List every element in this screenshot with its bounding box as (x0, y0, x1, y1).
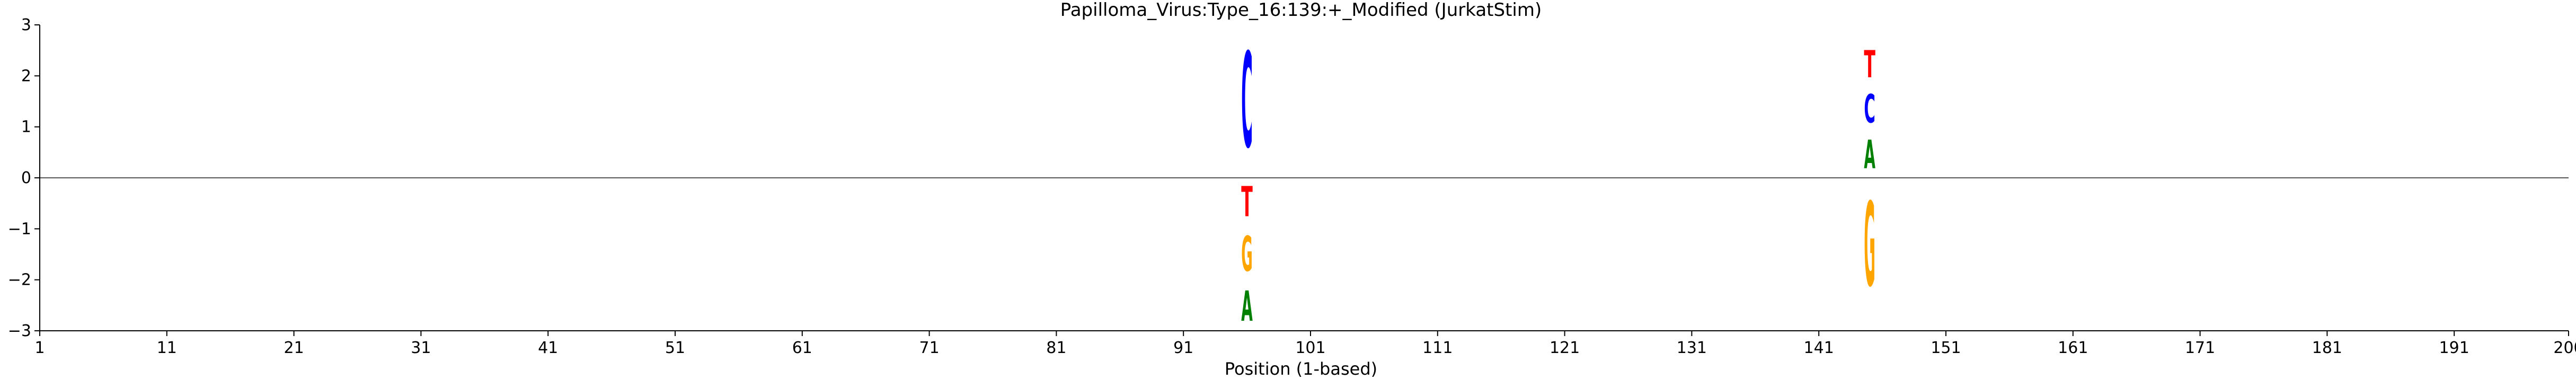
y-tick-label: 0 (21, 169, 31, 187)
logo-letter-g: G (1864, 178, 1875, 313)
x-tick-label: 71 (919, 339, 939, 357)
y-tick-label: 3 (21, 16, 31, 34)
x-tick-label: 131 (1677, 339, 1707, 357)
x-tick-label: 111 (1422, 339, 1453, 357)
y-tick-label: −3 (8, 322, 31, 340)
x-tick-label: 21 (284, 339, 304, 357)
logo-letter-t: T (1241, 179, 1253, 227)
x-tick-label: 61 (792, 339, 812, 357)
x-tick-label: 151 (1931, 339, 1961, 357)
x-tick-label: 11 (157, 339, 177, 357)
y-tick-label: 1 (21, 118, 31, 137)
x-tick-label: 200 (2553, 339, 2576, 357)
logo-letter-g: G (1241, 227, 1253, 283)
x-tick-label: 41 (538, 339, 558, 357)
x-tick-label: 51 (665, 339, 685, 357)
x-tick-label: 1 (34, 339, 45, 357)
logo-letter-t: T (1864, 43, 1875, 86)
logo-letter-c: C (1241, 26, 1253, 177)
x-tick-label: 81 (1046, 339, 1066, 357)
x-tick-label: 31 (411, 339, 431, 357)
x-axis-label: Position (1-based) (1225, 359, 1377, 379)
logo-letter-a: A (1864, 133, 1875, 178)
logo-letter-c: C (1864, 87, 1875, 132)
x-tick-label: 171 (2185, 339, 2215, 357)
logo-letter-a: A (1241, 283, 1253, 331)
y-tick-label: 2 (21, 67, 31, 85)
x-tick-label: 121 (1550, 339, 1580, 357)
y-tick-label: −2 (8, 271, 31, 289)
chart-title: Papilloma_Virus:Type_16:139:+_Modified (… (1060, 0, 1542, 21)
x-tick-label: 101 (1295, 339, 1325, 357)
x-tick-label: 191 (2439, 339, 2469, 357)
x-tick-label: 91 (1173, 339, 1193, 357)
x-tick-label: 181 (2312, 339, 2342, 357)
x-tick-label: 161 (2058, 339, 2088, 357)
y-tick-label: −1 (8, 220, 31, 238)
x-tick-label: 141 (1804, 339, 1834, 357)
